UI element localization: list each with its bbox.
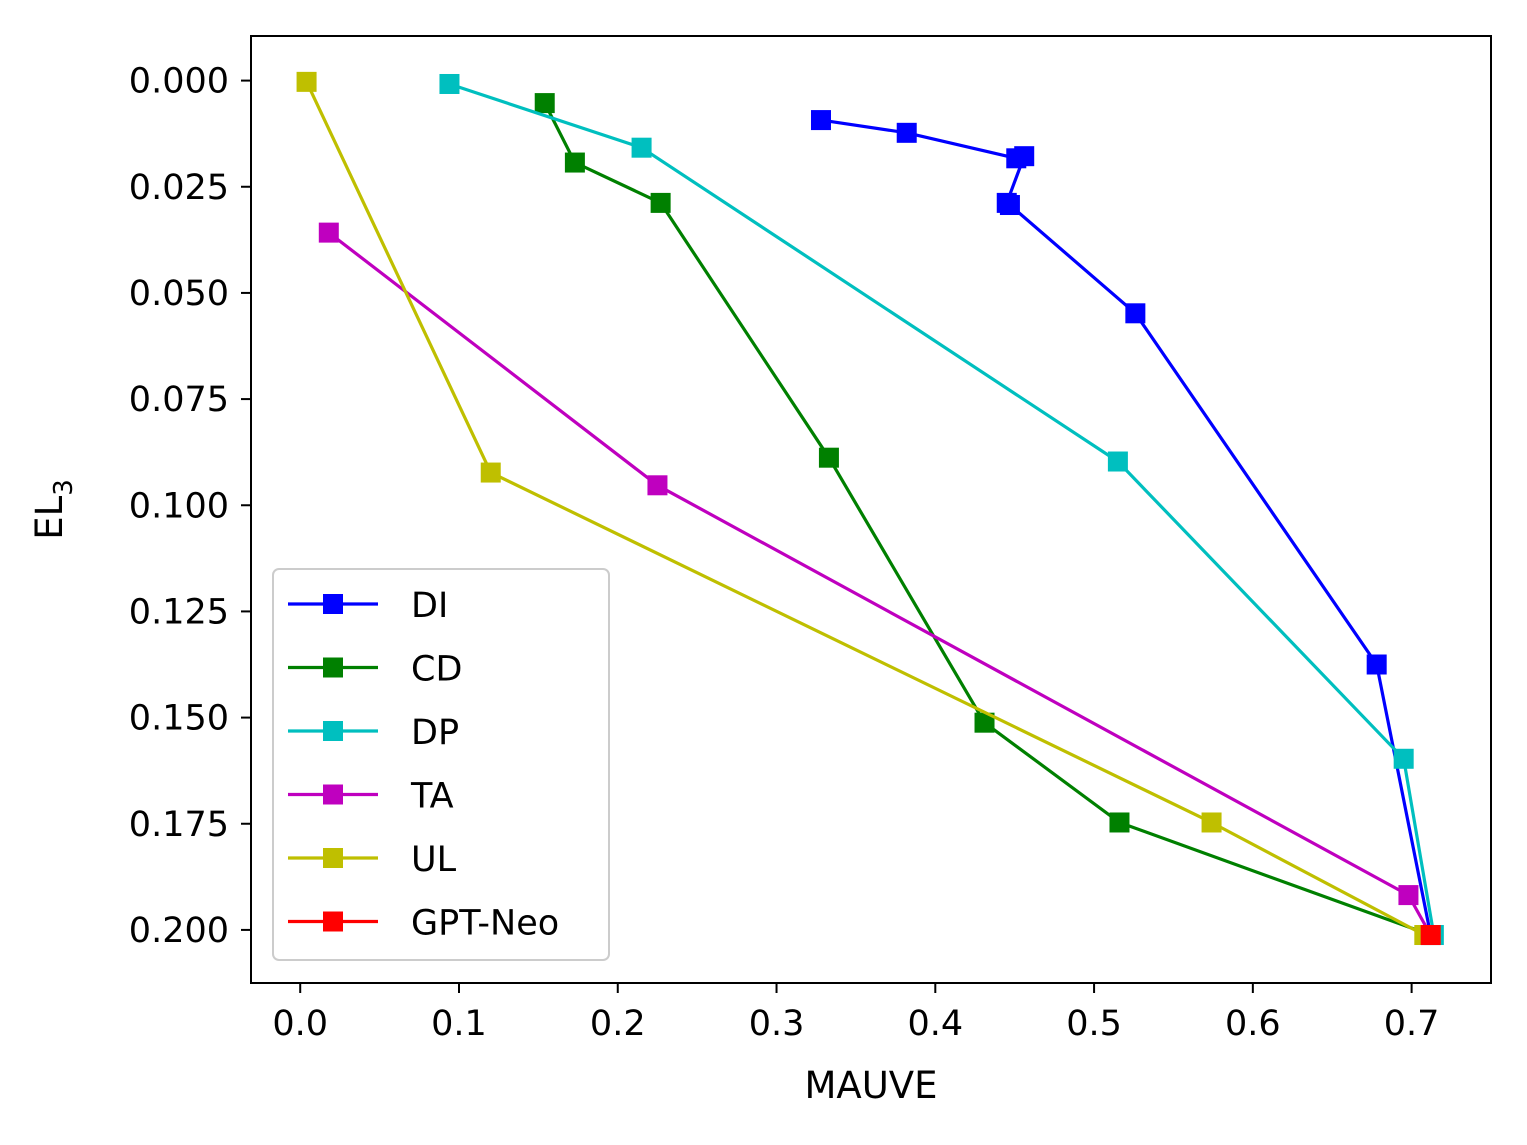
data-point-dp bbox=[1393, 748, 1414, 769]
legend-item-ta: TA bbox=[288, 777, 454, 817]
y-tick-label: 0.025 bbox=[129, 168, 229, 208]
x-tick-label: 0.0 bbox=[272, 1004, 328, 1044]
x-tick-label: 0.4 bbox=[907, 1004, 963, 1044]
y-tick-label: 0.150 bbox=[129, 699, 229, 739]
y-tick-label: 0.075 bbox=[129, 380, 229, 420]
legend-item-gpt-neo: GPT-Neo bbox=[288, 904, 559, 944]
data-point-ul bbox=[296, 71, 317, 92]
data-point-cd bbox=[564, 152, 585, 173]
x-axis: 0.0 0.1 0.2 0.3 0.4 0.5 0.6 0.7 bbox=[272, 983, 1439, 1044]
data-point-ul bbox=[1201, 812, 1222, 833]
x-tick-label: 0.2 bbox=[590, 1004, 646, 1044]
legend-label: CD bbox=[411, 650, 462, 690]
data-point-dp bbox=[1107, 451, 1128, 472]
y-axis-label-main: EL bbox=[28, 495, 71, 539]
legend-item-cd: CD bbox=[288, 650, 462, 690]
x-tick-label: 0.1 bbox=[431, 1004, 487, 1044]
data-point-gpt-neo bbox=[1420, 925, 1441, 946]
data-point-cd bbox=[1109, 812, 1130, 833]
legend-item-ul: UL bbox=[288, 840, 457, 880]
legend-label: UL bbox=[411, 840, 457, 880]
data-point-di bbox=[896, 122, 917, 143]
data-point-di bbox=[1125, 303, 1146, 324]
y-tick-label: 0.000 bbox=[129, 62, 229, 102]
legend-marker bbox=[323, 784, 343, 805]
data-point-cd bbox=[650, 192, 671, 213]
series-gpt-neo bbox=[1420, 925, 1441, 946]
legend-marker bbox=[323, 911, 343, 932]
data-point-cd bbox=[818, 447, 839, 468]
series-ta bbox=[318, 222, 1441, 946]
y-tick-label: 0.050 bbox=[129, 274, 229, 314]
legend-marker bbox=[323, 721, 343, 741]
y-tick-label: 0.125 bbox=[129, 592, 229, 632]
data-point-ta bbox=[318, 222, 339, 243]
x-tick-label: 0.5 bbox=[1066, 1004, 1122, 1044]
data-point-dp bbox=[631, 137, 652, 158]
y-axis: 0.000 0.025 0.050 0.075 0.100 0.125 0.150 0.175… bbox=[129, 62, 251, 951]
legend-marker bbox=[323, 594, 343, 614]
y-tick-label: 0.100 bbox=[129, 486, 229, 526]
legend: DI CD DP TA UL GPT-Neo bbox=[272, 568, 610, 961]
legend-box bbox=[272, 568, 610, 961]
x-tick-label: 0.3 bbox=[749, 1004, 805, 1044]
plot-series bbox=[296, 71, 1444, 946]
data-point-ul bbox=[480, 462, 501, 483]
legend-label: TA bbox=[410, 777, 454, 817]
y-tick-label: 0.200 bbox=[129, 911, 229, 951]
legend-label: DP bbox=[411, 713, 459, 753]
legend-item-dp: DP bbox=[288, 713, 459, 753]
data-point-di bbox=[999, 195, 1020, 216]
y-axis-label-subscript: 3 bbox=[49, 479, 79, 496]
x-tick-label: 0.7 bbox=[1384, 1004, 1440, 1044]
legend-item-di: DI bbox=[288, 586, 448, 626]
legend-marker bbox=[323, 848, 343, 868]
legend-label: GPT-Neo bbox=[411, 904, 559, 944]
plot-area-frame bbox=[250, 35, 1492, 984]
legend-marker bbox=[323, 657, 343, 678]
x-tick-label: 0.6 bbox=[1225, 1004, 1281, 1044]
data-point-di bbox=[1014, 146, 1035, 167]
data-point-ta bbox=[1398, 885, 1419, 906]
y-tick-label: 0.175 bbox=[129, 805, 229, 845]
data-point-di bbox=[810, 110, 831, 131]
series-line-ta bbox=[327, 231, 1433, 936]
data-point-di bbox=[1366, 654, 1387, 675]
data-point-dp bbox=[439, 73, 460, 94]
data-point-cd bbox=[974, 712, 995, 733]
data-point-cd bbox=[534, 93, 555, 114]
data-point-ta bbox=[647, 475, 668, 496]
legend-label: DI bbox=[411, 586, 448, 626]
y-axis-label: EL3 bbox=[28, 479, 79, 540]
x-axis-label: MAUVE bbox=[804, 1064, 937, 1107]
